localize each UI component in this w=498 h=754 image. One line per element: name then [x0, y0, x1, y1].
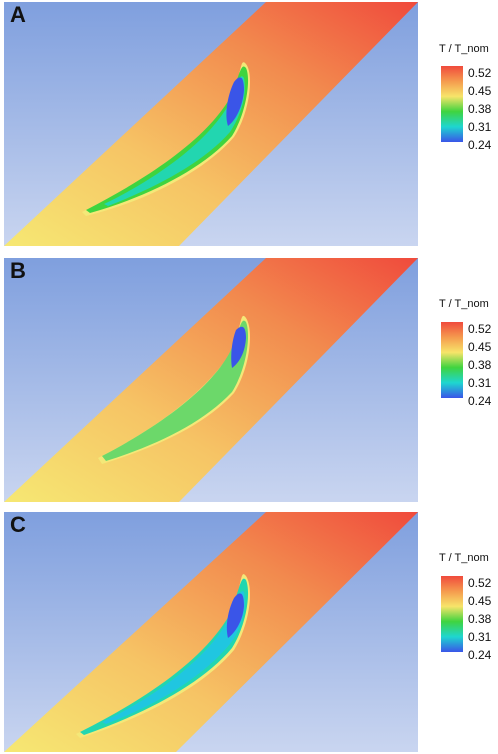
legend-tick-a-2: 0.38	[468, 102, 492, 116]
panel-b: B T / T_nom 0.52 0.45 0.38 0.31 0.24	[0, 256, 498, 504]
legend-tick-b-1: 0.45	[468, 340, 492, 354]
panel-label-b: B	[10, 258, 26, 283]
legend-colorbar-c	[441, 576, 463, 652]
legend-colorbar-a	[441, 66, 463, 142]
panel-label-a: A	[10, 2, 26, 27]
legend-tick-c-4: 0.24	[468, 648, 492, 662]
panel-label-c: C	[10, 512, 26, 537]
panel-c: C T / T_nom 0.52 0.45 0.38 0.31 0.24	[0, 510, 498, 754]
legend-tick-a-3: 0.31	[468, 120, 492, 134]
legend-title-b: T / T_nom	[439, 298, 489, 310]
legend-tick-b-4: 0.24	[468, 394, 492, 408]
temperature-contour-b	[4, 258, 418, 502]
legend-tick-c-1: 0.45	[468, 594, 492, 608]
legend-tick-c-3: 0.31	[468, 630, 492, 644]
panel-a: A T / T_nom 0.52 0.45 0.38 0.31 0.24	[0, 0, 498, 248]
legend-tick-b-2: 0.38	[468, 358, 492, 372]
legend-tick-b-0: 0.52	[468, 322, 492, 336]
legend-tick-b-3: 0.31	[468, 376, 492, 390]
temperature-contour-a	[4, 2, 418, 246]
temperature-contour-c	[4, 512, 418, 752]
legend-title-a: T / T_nom	[439, 43, 489, 55]
legend-tick-a-4: 0.24	[468, 138, 492, 152]
legend-tick-a-1: 0.45	[468, 84, 492, 98]
legend-tick-c-0: 0.52	[468, 576, 492, 590]
legend-tick-c-2: 0.38	[468, 612, 492, 626]
legend-colorbar-b	[441, 322, 463, 398]
legend-tick-a-0: 0.52	[468, 66, 492, 80]
legend-title-c: T / T_nom	[439, 552, 489, 564]
